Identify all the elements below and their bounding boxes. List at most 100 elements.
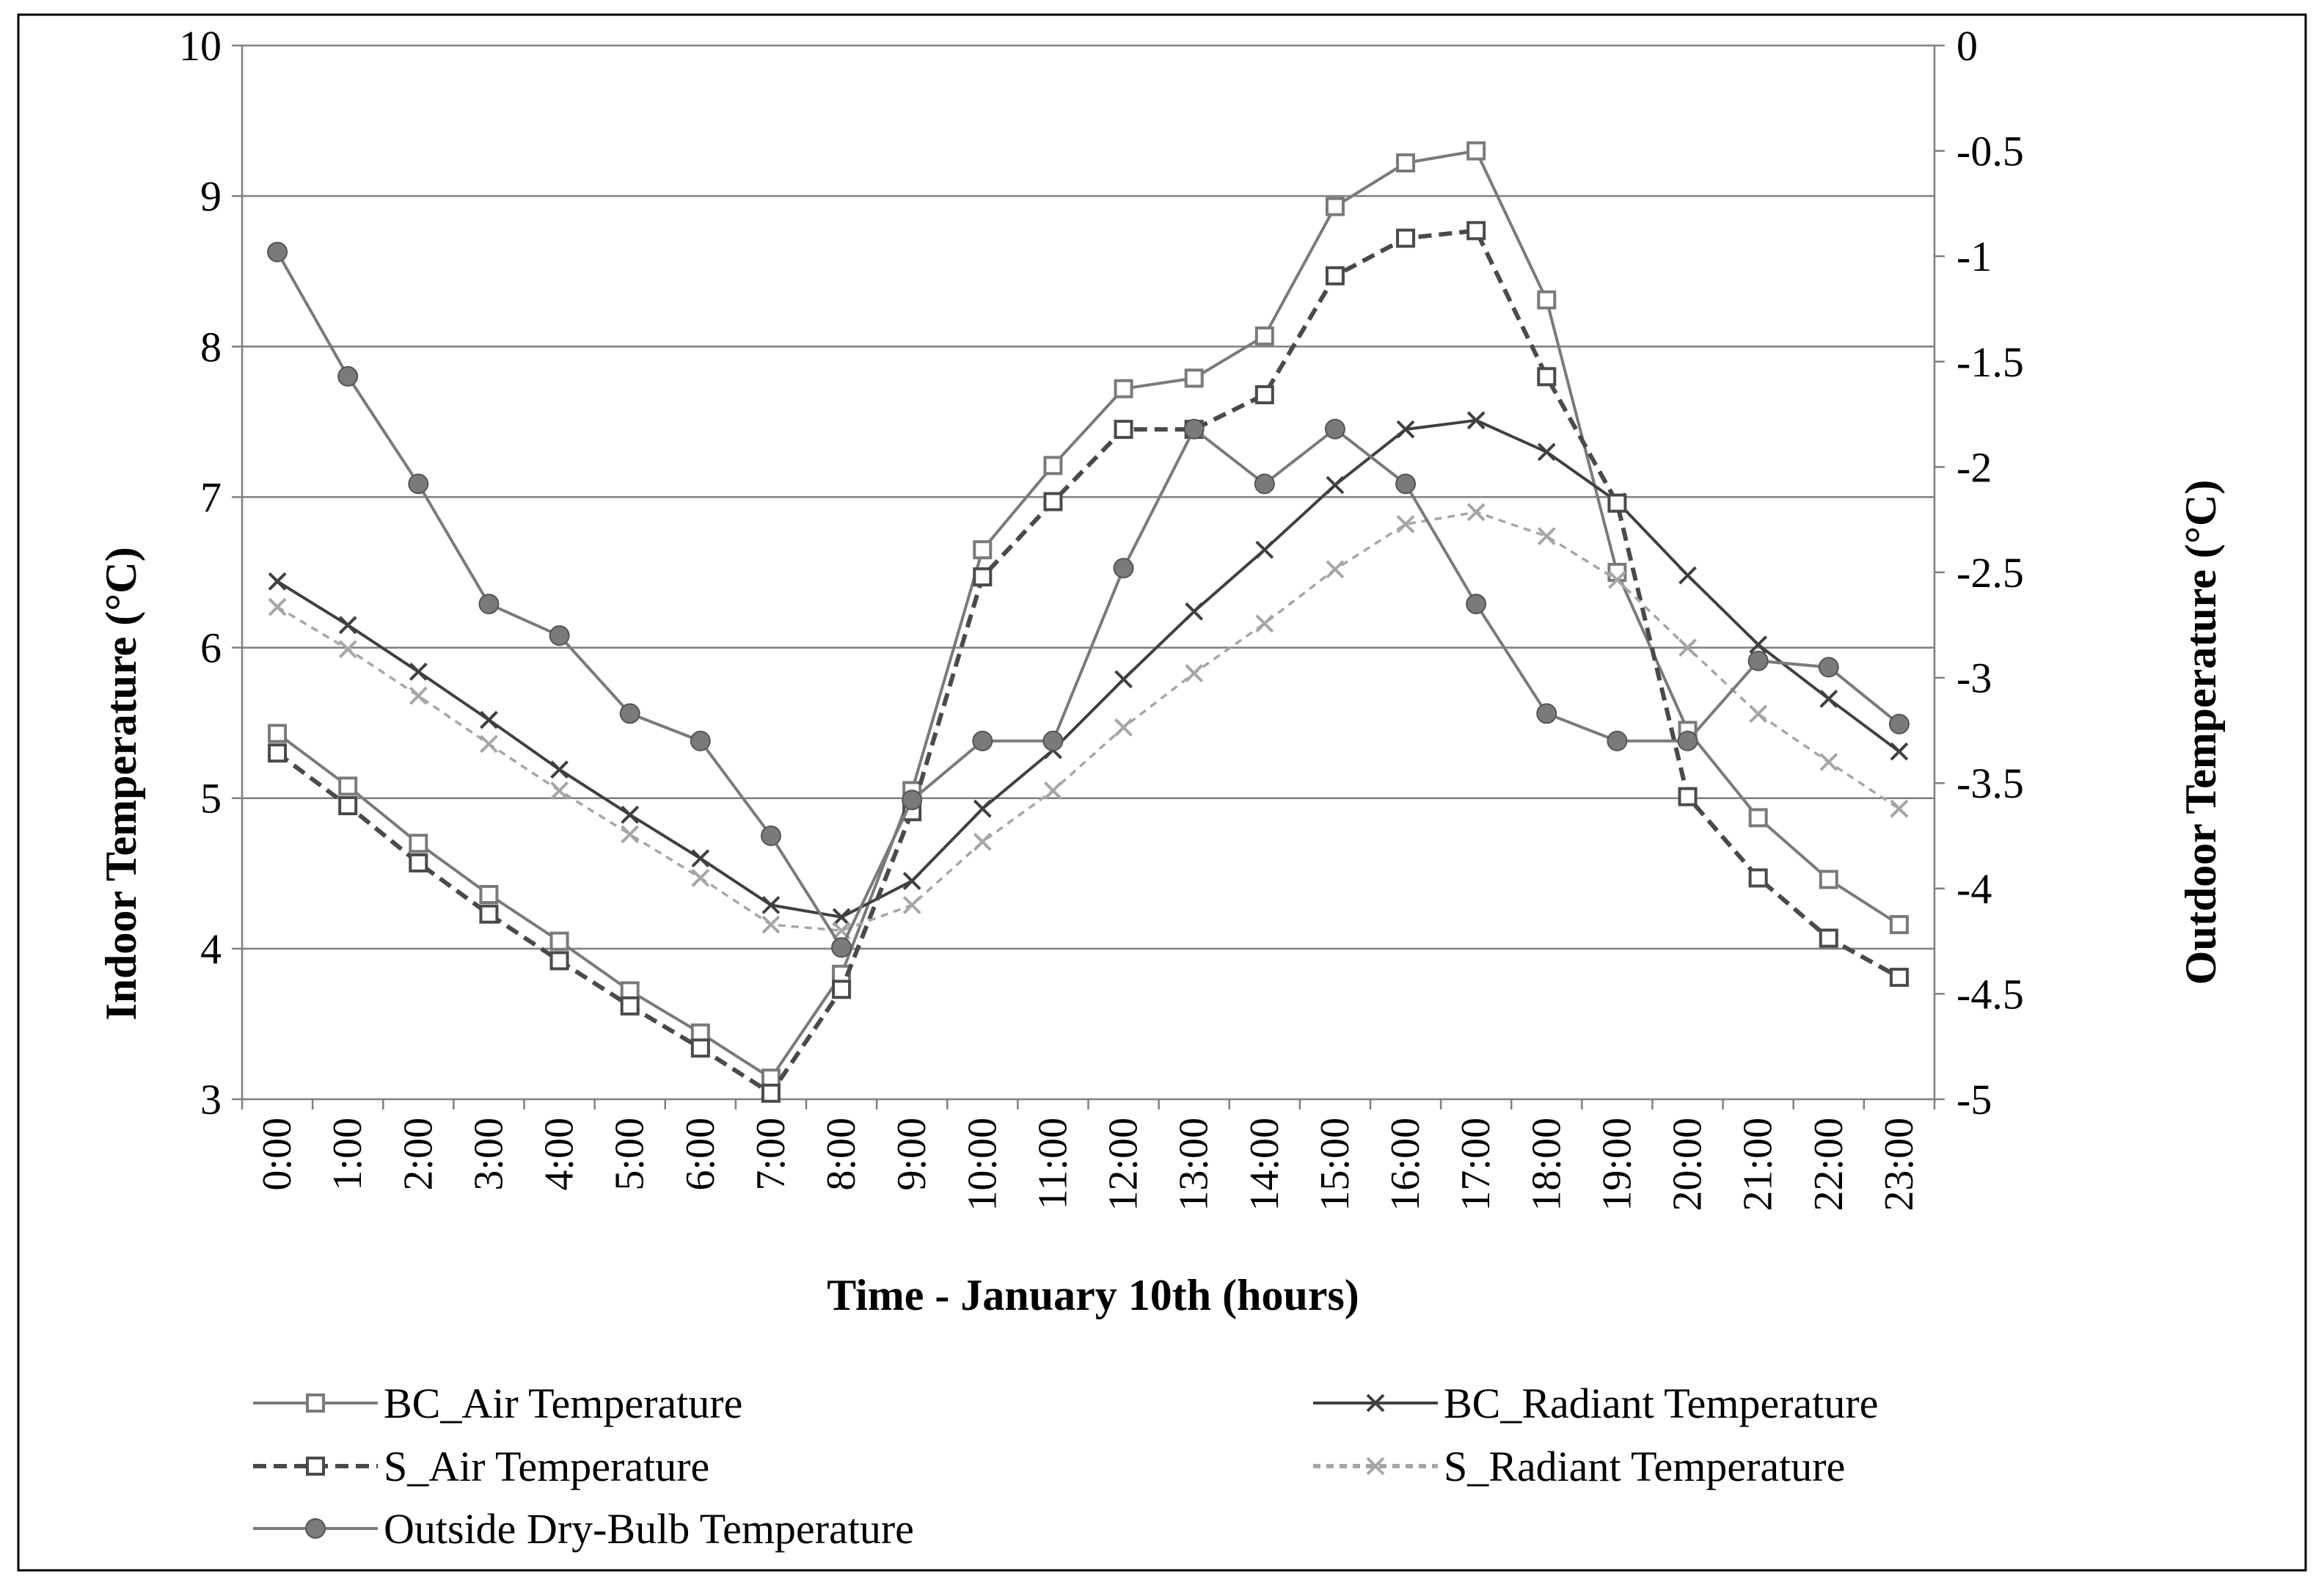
data-point-stroke — [1890, 742, 1909, 761]
data-point — [831, 937, 852, 958]
y-left-tick-label: 7 — [200, 473, 222, 521]
series-s-air-temperature — [268, 221, 1909, 1103]
data-point — [1537, 442, 1556, 462]
data-point-stroke — [902, 895, 921, 914]
data-point-stroke — [621, 825, 640, 844]
data-point — [478, 594, 500, 615]
data-point-stroke — [550, 760, 569, 779]
data-point-stroke — [832, 921, 851, 940]
legend-label: Outside Dry-Bulb Temperature — [384, 1505, 914, 1553]
x-tick-label: 17:00 — [1453, 1118, 1499, 1211]
chart-frame — [17, 13, 2307, 1572]
data-point — [480, 735, 498, 754]
data-point-stroke — [1466, 411, 1486, 430]
data-point — [1819, 928, 1838, 948]
data-point — [902, 895, 921, 914]
data-point-stroke — [480, 710, 498, 729]
legend-item: Outside Dry-Bulb Temperature — [253, 1505, 914, 1553]
data-point — [1044, 781, 1062, 800]
data-point-stroke — [1537, 442, 1556, 462]
data-point — [1395, 473, 1417, 495]
data-point-stroke — [1819, 689, 1838, 708]
data-point-stroke — [761, 915, 781, 934]
data-point — [620, 996, 640, 1016]
data-point — [1255, 614, 1274, 633]
data-point — [1114, 420, 1133, 440]
data-point — [1889, 967, 1909, 987]
data-point — [408, 473, 429, 495]
x-tick-label: 19:00 — [1594, 1118, 1640, 1211]
data-point — [479, 904, 499, 924]
legend-item: S_Radiant Temperature — [1313, 1443, 1845, 1490]
y-right-tick-label: -5 — [1956, 1076, 1992, 1123]
data-point — [1537, 367, 1557, 387]
data-point — [338, 795, 358, 815]
data-point — [1749, 704, 1768, 724]
data-point — [1607, 493, 1627, 513]
x-tick-label: 14:00 — [1242, 1118, 1287, 1211]
data-point — [1254, 326, 1274, 346]
data-point — [691, 849, 710, 868]
y-right-tick-label: -1.5 — [1956, 338, 2024, 386]
data-point — [973, 567, 993, 587]
data-point — [690, 730, 711, 751]
data-point — [1396, 153, 1416, 173]
data-point-stroke — [1749, 635, 1768, 654]
data-point — [1890, 799, 1909, 818]
x-tick-label: 8:00 — [819, 1118, 864, 1191]
x-tick-label: 22:00 — [1806, 1118, 1852, 1211]
x-axis-title: Time - January 10th (hours) — [827, 1271, 1359, 1319]
data-point-stroke — [1749, 704, 1768, 724]
data-point — [338, 616, 357, 635]
data-point — [338, 776, 358, 796]
x-tick-label: 23:00 — [1877, 1118, 1922, 1211]
data-point-stroke — [902, 872, 921, 890]
data-point — [619, 703, 640, 724]
data-point — [1325, 266, 1345, 285]
data-point-stroke — [1114, 718, 1133, 737]
data-point — [1678, 638, 1697, 657]
x-tick-label: 4:00 — [537, 1118, 582, 1191]
x-tick-label: 11:00 — [1030, 1118, 1075, 1209]
data-point — [973, 540, 993, 560]
axes: 3 4 5 6 7 8 9 10 0 -0.5 -1 -1.5 -2 -2.5 -3 -3.5 -4 -4.5 -5… — [179, 22, 2024, 1211]
y-right-tick-label: -4 — [1956, 865, 1992, 913]
data-point-stroke — [1326, 560, 1345, 579]
y-left-tick-label: 6 — [200, 624, 222, 672]
data-point — [1366, 1393, 1385, 1413]
data-point-stroke — [832, 908, 851, 927]
y-right-tick-label: -3.5 — [1956, 759, 2024, 807]
y-left-tick-label: 4 — [200, 925, 222, 973]
data-point — [337, 365, 359, 387]
y-right-tick-label: 0 — [1956, 22, 1978, 70]
data-point — [268, 572, 287, 591]
data-point — [1183, 418, 1205, 440]
data-point-stroke — [973, 832, 992, 851]
data-point — [973, 799, 992, 818]
data-point — [1184, 368, 1204, 388]
gridlines — [242, 44, 1934, 950]
data-point — [902, 872, 921, 890]
data-point — [268, 743, 288, 763]
x-tick-label: 6:00 — [678, 1118, 723, 1191]
data-point — [1325, 197, 1345, 216]
data-point-stroke — [480, 735, 498, 754]
series-line — [276, 149, 1900, 1080]
data-point — [338, 640, 357, 659]
data-point — [1747, 650, 1769, 671]
data-point — [1324, 418, 1345, 440]
data-point — [761, 1083, 781, 1103]
data-point-stroke — [1396, 420, 1415, 439]
x-tick-label: 16:00 — [1383, 1118, 1428, 1211]
data-point — [1114, 670, 1133, 689]
data-point — [1396, 514, 1415, 533]
data-point-stroke — [1366, 1393, 1385, 1413]
data-point — [1326, 476, 1345, 495]
data-point — [306, 1393, 325, 1413]
data-point — [1185, 602, 1204, 621]
data-point — [1113, 558, 1134, 579]
data-point — [832, 980, 852, 999]
data-point-stroke — [1326, 476, 1345, 495]
data-point — [409, 686, 428, 705]
